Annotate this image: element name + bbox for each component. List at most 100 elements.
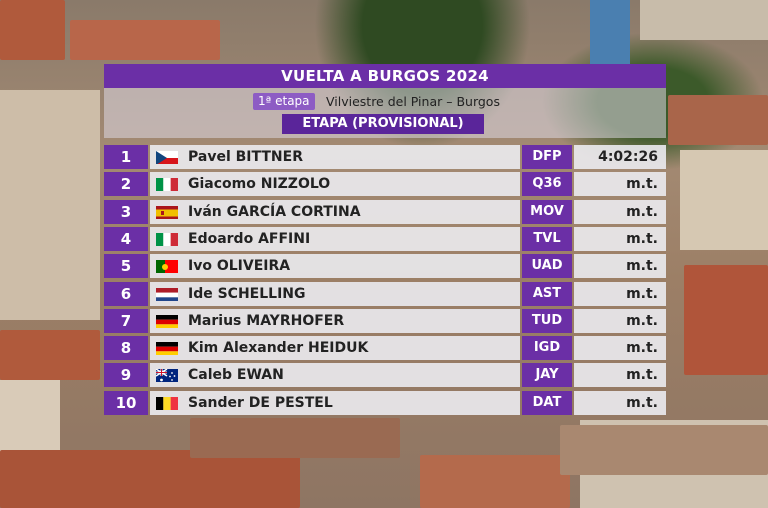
rider-name: Iván GARCÍA CORTINA: [188, 203, 361, 220]
rider-cell: Ide SCHELLING: [150, 281, 520, 306]
italy-flag-icon: [156, 232, 178, 246]
rider-cell: Marius MAYRHOFER: [150, 308, 520, 333]
rider-name: Kim Alexander HEIDUK: [188, 340, 369, 357]
team-code: TVL: [522, 226, 572, 251]
team-code: MOV: [522, 199, 572, 224]
rider-cell: Edoardo AFFINI: [150, 226, 520, 251]
rank-position: 2: [104, 172, 148, 197]
rider-time: 4:02:26: [598, 149, 658, 165]
team-code: IGD: [522, 336, 572, 361]
rank-position: 8: [104, 336, 148, 361]
rider-cell: Sander DE PESTEL: [150, 390, 520, 415]
race-title: VUELTA A BURGOS 2024: [104, 64, 666, 88]
rider-name: Caleb EWAN: [188, 367, 284, 384]
result-row: 1 Pavel BITTNER DFP 4:02:26: [104, 145, 666, 169]
rider-time: m.t.: [626, 258, 658, 275]
cathedral-wall: [0, 90, 100, 320]
result-row: 4 Edoardo AFFINI TVL m.t.: [104, 226, 666, 251]
building-roof: [0, 330, 100, 380]
time-cell: 4:02:26: [574, 145, 666, 169]
team-code: TUD: [522, 308, 572, 333]
spain-flag-icon: [156, 205, 178, 219]
building-wall: [680, 150, 768, 250]
rider-name: Pavel BITTNER: [188, 149, 303, 165]
scaffold-tower: [590, 0, 630, 64]
building-roof: [70, 20, 220, 60]
rank-position: 9: [104, 363, 148, 388]
rank-position: 4: [104, 226, 148, 251]
team-code: JAY: [522, 363, 572, 388]
time-cell: m.t.: [574, 172, 666, 197]
results-overlay: VUELTA A BURGOS 2024 1ª etapa Vilviestre…: [104, 64, 666, 418]
time-cell: m.t.: [574, 390, 666, 415]
result-row: 7 Marius MAYRHOFER TUD m.t.: [104, 308, 666, 333]
time-cell: m.t.: [574, 308, 666, 333]
time-cell: m.t.: [574, 281, 666, 306]
time-cell: m.t.: [574, 254, 666, 279]
rider-name: Ivo OLIVEIRA: [188, 258, 291, 275]
building-wall: [0, 380, 60, 460]
rank-position: 5: [104, 254, 148, 279]
rider-cell: Caleb EWAN: [150, 363, 520, 388]
result-row: 9 Caleb EWAN JAY m.t.: [104, 363, 666, 388]
rider-time: m.t.: [626, 203, 658, 220]
time-cell: m.t.: [574, 363, 666, 388]
australia-flag-icon: [156, 368, 178, 383]
rider-name: Sander DE PESTEL: [188, 394, 333, 411]
team-code: Q36: [522, 172, 572, 197]
result-row: 6 Ide SCHELLING AST m.t.: [104, 281, 666, 306]
rider-time: m.t.: [626, 230, 658, 247]
classification-title: ETAPA (PROVISIONAL): [282, 114, 484, 134]
italy-flag-icon: [156, 177, 178, 192]
team-code: UAD: [522, 254, 572, 279]
rider-name: Giacomo NIZZOLO: [188, 176, 331, 193]
rider-name: Ide SCHELLING: [188, 285, 306, 302]
rider-time: m.t.: [626, 312, 658, 329]
building-roof: [0, 0, 65, 60]
time-cell: m.t.: [574, 199, 666, 224]
rider-cell: Pavel BITTNER: [150, 145, 520, 169]
rank-position: 6: [104, 281, 148, 306]
stage-info: 1ª etapa Vilviestre del Pinar – Burgos E…: [104, 88, 666, 138]
germany-flag-icon: [156, 314, 178, 328]
building-roof: [420, 455, 570, 508]
building-roof: [684, 265, 768, 375]
stage-badge: 1ª etapa: [253, 93, 315, 110]
portugal-flag-icon: [156, 259, 178, 274]
netherlands-flag-icon: [156, 287, 178, 301]
team-code: AST: [522, 281, 572, 306]
result-row: 8 Kim Alexander HEIDUK IGD m.t.: [104, 336, 666, 361]
rider-time: m.t.: [626, 394, 658, 411]
czech-flag-icon: [156, 150, 178, 164]
rider-time: m.t.: [626, 367, 658, 384]
rider-cell: Ivo OLIVEIRA: [150, 254, 520, 279]
result-row: 2 Giacomo NIZZOLO Q36 m.t.: [104, 172, 666, 197]
rank-position: 1: [104, 145, 148, 169]
rider-cell: Iván GARCÍA CORTINA: [150, 199, 520, 224]
building-wall: [640, 0, 768, 40]
rank-position: 7: [104, 308, 148, 333]
result-row: 5 Ivo OLIVEIRA UAD m.t.: [104, 254, 666, 279]
rider-name: Edoardo AFFINI: [188, 230, 311, 247]
result-row: 10 Sander DE PESTEL DAT m.t.: [104, 390, 666, 415]
rider-cell: Giacomo NIZZOLO: [150, 172, 520, 197]
time-cell: m.t.: [574, 336, 666, 361]
result-row: 3 Iván GARCÍA CORTINA MOV m.t.: [104, 199, 666, 224]
building-roof: [668, 95, 768, 145]
time-cell: m.t.: [574, 226, 666, 251]
rank-position: 10: [104, 390, 148, 415]
rank-position: 3: [104, 199, 148, 224]
rider-name: Marius MAYRHOFER: [188, 312, 345, 329]
germany-flag-icon: [156, 341, 178, 356]
team-code: DFP: [522, 145, 572, 169]
rider-time: m.t.: [626, 176, 658, 193]
rider-cell: Kim Alexander HEIDUK: [150, 336, 520, 361]
building-roof: [190, 418, 400, 458]
building-roof: [0, 450, 300, 508]
rider-time: m.t.: [626, 340, 658, 357]
stage-route: Vilviestre del Pinar – Burgos: [326, 94, 500, 109]
rider-time: m.t.: [626, 285, 658, 302]
belgium-flag-icon: [156, 396, 178, 410]
team-code: DAT: [522, 390, 572, 415]
building-roof: [560, 425, 768, 475]
